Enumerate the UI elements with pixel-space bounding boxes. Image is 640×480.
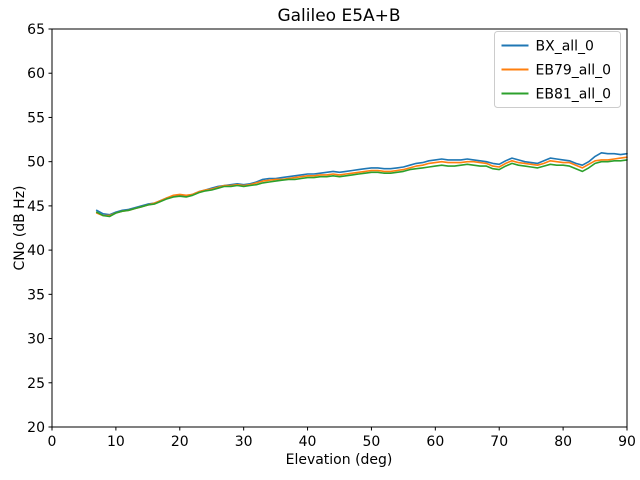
x-tick-label: 20	[171, 434, 189, 450]
y-tick-label: 55	[27, 110, 45, 126]
legend-label-EB81_all_0: EB81_all_0	[536, 87, 612, 103]
x-tick-label: 10	[107, 434, 125, 450]
chart-title: Galileo E5A+B	[277, 6, 400, 26]
legend-label-BX_all_0: BX_all_0	[536, 39, 594, 55]
x-tick-label: 70	[490, 434, 508, 450]
y-tick-label: 40	[27, 243, 45, 259]
x-tick-label: 30	[235, 434, 253, 450]
x-tick-label: 50	[363, 434, 381, 450]
y-tick-label: 45	[27, 199, 45, 215]
y-tick-label: 35	[27, 287, 45, 303]
series-line-EB79_all_0	[95, 156, 628, 217]
series-line-EB81_all_0	[95, 159, 628, 218]
plot-area: 0 10 20 30 40 50 60 70 80 90 20 25 30 35 40 45 50 55 60 65	[27, 22, 636, 450]
axes-frame	[51, 28, 628, 428]
x-axis-label: Elevation (deg)	[286, 452, 393, 468]
series-line-BX_all_0	[95, 152, 628, 216]
y-tick-label: 25	[27, 376, 45, 392]
y-tick-label: 20	[27, 420, 45, 436]
x-tick-label: 80	[554, 434, 572, 450]
y-axis-label: CNo (dB Hz)	[12, 185, 28, 270]
y-tick-label: 50	[27, 155, 45, 171]
x-tick-label: 90	[618, 434, 636, 450]
x-tick-label: 0	[48, 434, 57, 450]
legend-label-EB79_all_0: EB79_all_0	[536, 63, 612, 79]
y-tick-label: 30	[27, 332, 45, 348]
y-tick-label: 60	[27, 66, 45, 82]
x-tick-label: 40	[299, 434, 317, 450]
y-tick-label: 65	[27, 22, 45, 38]
legend: BX_all_0 EB79_all_0 EB81_all_0	[494, 31, 621, 108]
x-tick-label: 60	[426, 434, 444, 450]
legend-box	[494, 31, 621, 108]
